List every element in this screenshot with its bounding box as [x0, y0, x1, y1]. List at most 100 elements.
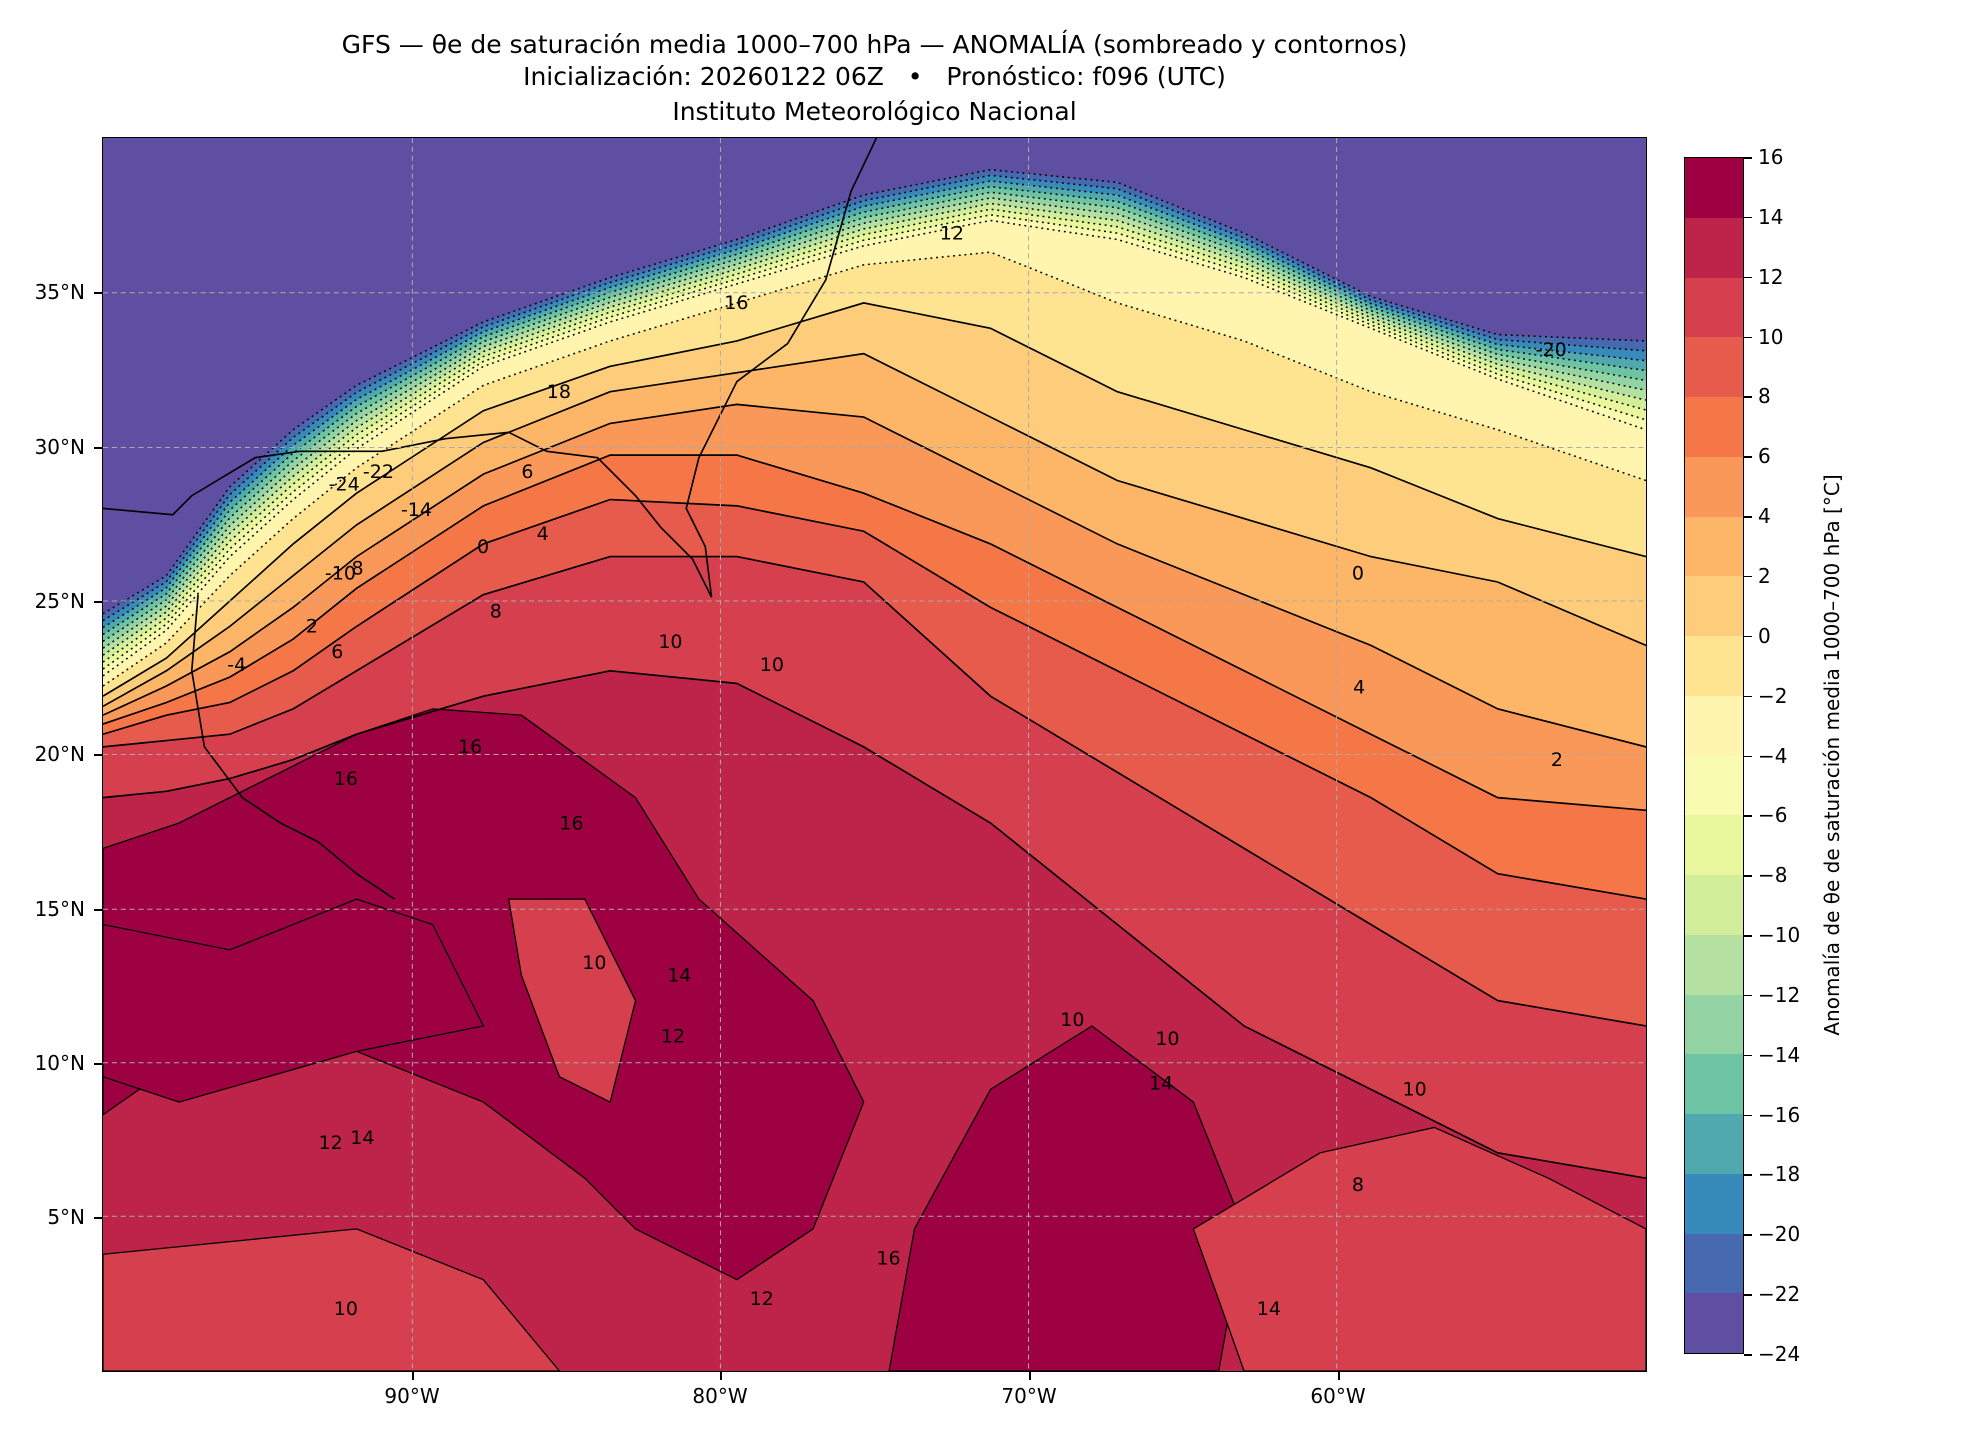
colorbar-tick-mark: [1744, 516, 1752, 518]
contour-label: 14: [350, 1127, 374, 1149]
colorbar-swatch: [1685, 1114, 1743, 1174]
colorbar-tick-label: 0: [1758, 623, 1771, 648]
contour-label: -22: [363, 461, 394, 483]
map-plot-area[interactable]: 16 18 12 -20 -24 -22 -14 6 0 4 -10 8 2 -4 6 8 10 10 0 4 2 16 1…: [102, 137, 1647, 1372]
contour-label: 2: [1551, 749, 1563, 771]
colorbar-tick-mark: [1744, 575, 1752, 578]
contour-line: [103, 669, 1646, 1179]
lon-tick-60w: 60°W: [1310, 1384, 1366, 1408]
colorbar-swatch: [1685, 1293, 1743, 1353]
colorbar-swatch: [1685, 1173, 1743, 1234]
contour-label: 10: [582, 952, 606, 974]
colorbar-tick-mark: [1744, 396, 1752, 398]
colorbar-tick-label: 2: [1758, 563, 1771, 588]
contour-label: 18: [547, 381, 571, 403]
contour-label: 0: [477, 536, 489, 558]
colorbar: [1684, 157, 1744, 1354]
colorbar-swatch: [1685, 1233, 1743, 1294]
contour-label: 4: [537, 523, 549, 545]
contour-label: 10: [1403, 1079, 1427, 1101]
lon-tick-80w: 80°W: [692, 1384, 748, 1408]
contour-label: 10: [1060, 1009, 1084, 1031]
colorbar-tick-mark: [1744, 276, 1752, 279]
colorbar-tick-mark: [1744, 1054, 1752, 1057]
colorbar-tick-mark: [1744, 755, 1752, 757]
contour-label: 10: [334, 1298, 358, 1320]
coastline: [190, 594, 396, 900]
colorbar-tick-label: 16: [1758, 145, 1784, 169]
contour-label: -4: [227, 654, 246, 676]
colorbar-swatch: [1685, 337, 1743, 397]
contour-label: 16: [458, 736, 482, 758]
contour-label: 10: [1155, 1028, 1179, 1050]
contour-label: 10: [658, 631, 682, 653]
colorbar-swatch: [1685, 875, 1743, 935]
colorbar-tick-label: −10: [1758, 923, 1801, 948]
lat-tick-25: 25°N: [34, 589, 85, 613]
colorbar-swatch: [1685, 1054, 1743, 1114]
lat-tick-30: 30°N: [34, 435, 85, 459]
colorbar-label: Anomalía de θe de saturación media 1000–…: [1820, 474, 1844, 1036]
contour-line: [103, 302, 1646, 697]
contour-label: 16: [724, 292, 748, 314]
anomaly-map: 161812-20-24-22-14604-1082-4681010042161…: [103, 138, 1646, 1371]
contour-label: 6: [331, 641, 343, 663]
contour-line: [103, 168, 1646, 615]
colorbar-swatch: [1685, 636, 1743, 696]
colorbar-tick-mark: [1744, 1354, 1752, 1356]
colorbar-tick-label: −16: [1758, 1102, 1801, 1127]
contour-line: [103, 202, 1646, 656]
colorbar-tick-mark: [1744, 1114, 1752, 1117]
contour-label: 14: [1257, 1298, 1281, 1320]
anomaly-region: [103, 1228, 561, 1371]
colorbar-tick-label: −6: [1758, 803, 1788, 828]
lat-tick-35: 35°N: [34, 280, 85, 304]
colorbar-tick-mark: [1744, 1234, 1752, 1236]
contour-label: 14: [667, 965, 691, 987]
contour-label: 12: [750, 1288, 774, 1310]
colorbar-swatch: [1685, 994, 1743, 1055]
colorbar-tick-mark: [1744, 1294, 1752, 1296]
contour-label: 16: [334, 768, 358, 790]
colorbar-swatch: [1685, 755, 1743, 816]
contour-line: [103, 197, 1646, 649]
contour-line: [103, 251, 1646, 687]
colorbar-tick-label: −2: [1758, 683, 1788, 708]
colorbar-tick-mark: [1744, 875, 1752, 877]
colorbar-swatch: [1685, 934, 1743, 995]
contour-label: 12: [940, 222, 964, 244]
colorbar-tick-mark: [1744, 456, 1752, 458]
colorbar-tick-label: 12: [1758, 264, 1784, 289]
colorbar-tick-label: 14: [1758, 204, 1784, 229]
title-line-3: Instituto Meteorológico Nacional: [672, 97, 1077, 126]
colorbar-tick-label: −18: [1758, 1162, 1801, 1187]
lat-tick-5: 5°N: [47, 1205, 85, 1229]
title-line-1: GFS — θe de saturación media 1000–700 hP…: [341, 30, 1408, 59]
colorbar-swatch: [1685, 456, 1743, 517]
contour-label: 0: [1352, 562, 1364, 584]
contour-line: [103, 174, 1646, 622]
colorbar-tick-label: −14: [1758, 1042, 1801, 1067]
contour-line: [103, 555, 1646, 1027]
colorbar-tick-label: −8: [1758, 863, 1788, 888]
contour-label: 12: [319, 1132, 343, 1154]
contour-label: 10: [760, 654, 784, 676]
anomaly-region: [1192, 1126, 1646, 1371]
contour-line: [103, 498, 1646, 900]
contour-label: -20: [1536, 339, 1567, 361]
anomaly-region: [103, 898, 485, 1103]
lat-tick-10: 10°N: [34, 1051, 85, 1075]
contour-label: 2: [306, 616, 318, 638]
colorbar-tick-label: −4: [1758, 743, 1788, 768]
contour-label: -24: [329, 474, 360, 496]
colorbar-swatch: [1685, 277, 1743, 338]
lon-tick-90w: 90°W: [384, 1384, 440, 1408]
anomaly-region: [507, 898, 637, 1103]
contour-label: -14: [401, 499, 432, 521]
contour-label: 14: [1149, 1072, 1173, 1094]
colorbar-tick-mark: [1744, 157, 1752, 159]
contour-label: 16: [876, 1247, 900, 1269]
lat-tick-15: 15°N: [34, 897, 85, 921]
contour-label: 8: [1352, 1174, 1364, 1196]
colorbar-tick-mark: [1744, 216, 1752, 219]
